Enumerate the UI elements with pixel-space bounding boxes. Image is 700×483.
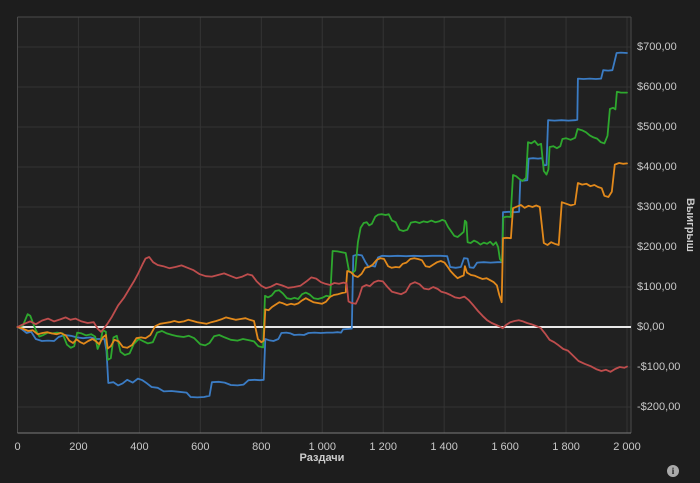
y-tick-label: -$100,00 [637,361,681,373]
series-orange-line [16,162,628,350]
y-tick-label: $700,00 [637,41,677,53]
x-tick-label: 1 600 [491,441,519,453]
y-tick-label: $400,00 [637,161,677,173]
y-axis-title: Выигрыш [684,198,696,252]
y-tick-label: $200,00 [637,241,677,253]
x-axis-title: Раздачи [299,452,345,464]
y-tick-label: $100,00 [637,281,677,293]
x-tick-label: 2 000 [613,441,641,453]
y-tick-label: $500,00 [637,121,677,133]
info-icon[interactable]: i [667,465,679,477]
x-tick-label: 1 800 [552,441,580,453]
x-tick-label: 1 200 [369,441,397,453]
x-tick-label: 0 [14,441,21,453]
x-tick-label: 400 [130,441,149,453]
y-tick-label: -$200,00 [637,401,681,413]
x-tick-label: 800 [252,441,271,453]
y-tick-label: $0,00 [637,321,665,333]
x-tick-label: 600 [191,441,210,453]
plot-background [17,17,631,433]
x-tick-label: 1 000 [308,441,337,453]
y-tick-label: $300,00 [637,201,677,213]
x-tick-label: 200 [69,441,88,453]
series-red-line [16,256,628,373]
series-green-line [16,90,628,361]
series-blue-line [16,51,628,399]
x-tick-label: 1 400 [430,441,458,453]
y-tick-label: $600,00 [637,81,677,93]
